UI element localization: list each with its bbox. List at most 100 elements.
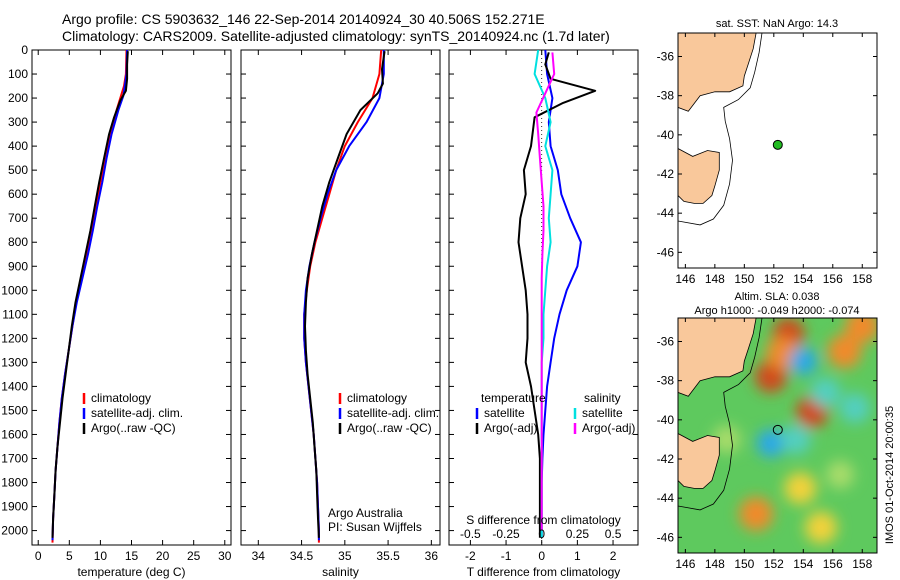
x-tick-label: 156 <box>823 557 843 571</box>
x-tick-label: 34 <box>252 549 266 563</box>
y-tick-label: 2000 <box>1 524 28 538</box>
x-tick-label: -2 <box>465 549 476 563</box>
legend-title-temperature: temperature <box>481 391 546 405</box>
y-tick-label: -44 <box>657 491 675 505</box>
map-title: sat. SST: NaN Argo: 14.3 <box>716 18 838 30</box>
y-tick-label: 1700 <box>1 451 28 465</box>
sla-anomaly <box>845 318 877 343</box>
y-tick-label: 600 <box>8 187 28 201</box>
x-axis-label: T difference from climatology <box>467 565 621 579</box>
series-line-argo_s <box>535 52 556 531</box>
x-tick-label: 150 <box>734 557 754 571</box>
float-marker <box>772 139 783 150</box>
legend-label: satellite-adj. clim. <box>347 406 439 420</box>
s-tick-label: -0.25 <box>492 527 520 541</box>
y-tick-label: 400 <box>8 139 28 153</box>
y-tick-label: 1300 <box>1 355 28 369</box>
s-tick-label: 0.5 <box>605 527 622 541</box>
legend-label: Argo(..raw -QC) <box>347 421 432 435</box>
y-tick-label: -46 <box>657 245 675 259</box>
x-tick-label: 158 <box>852 272 872 286</box>
y-tick-label: 200 <box>8 91 28 105</box>
x-tick-label: 152 <box>764 272 784 286</box>
series-line-argo <box>517 52 597 538</box>
legend-label: climatology <box>347 391 407 405</box>
x-tick-label: 35.5 <box>376 549 400 563</box>
x-tick-label: 5 <box>66 549 73 563</box>
plot-frame <box>448 49 639 546</box>
x-tick-label: 152 <box>764 557 784 571</box>
legend-label: Argo(-adj) <box>484 421 537 435</box>
x-tick-label: 0 <box>538 549 545 563</box>
y-tick-label: -40 <box>657 413 675 427</box>
y-tick-label: -36 <box>657 335 675 349</box>
x-tick-label: 15 <box>125 549 139 563</box>
x-tick-label: 154 <box>793 272 813 286</box>
sla-anomaly <box>827 334 862 369</box>
series-group <box>303 50 386 543</box>
y-tick-label: -36 <box>657 50 675 64</box>
s-tick-label: 0 <box>538 527 545 541</box>
y-tick-label: 0 <box>21 43 28 57</box>
y-tick-label: 1200 <box>1 331 28 345</box>
x-axis-label: salinity <box>322 565 359 579</box>
timestamp-text: IMOS 01-Oct-2014 20:00:35 <box>884 405 896 545</box>
profile-panel-temperature-profile: 0 5 10 15 20 25 300100200300400500600700800900… <box>1 43 231 579</box>
y-tick-label: -38 <box>657 89 675 103</box>
y-tick-label: 1500 <box>1 403 28 417</box>
y-tick-label: 300 <box>8 115 28 129</box>
x-tick-label: 20 <box>156 549 170 563</box>
sla-anomaly <box>826 460 855 489</box>
timestamp-note: IMOS 01-Oct-2014 20:00:35 <box>882 375 898 575</box>
series-line-argo <box>51 51 129 538</box>
x-tick-label: -1 <box>501 549 512 563</box>
legend-label: Argo(-adj) <box>582 421 635 435</box>
y-tick-label: 1100 <box>2 307 28 321</box>
x-tick-label: 148 <box>705 557 725 571</box>
annotation-line-2: PI: Susan Wijffels <box>328 520 422 534</box>
legend-label: satellite <box>484 406 525 420</box>
x-tick-label: 36 <box>425 549 439 563</box>
x-tick-label: 158 <box>852 557 872 571</box>
mainland-land <box>678 318 757 397</box>
y-tick-label: -42 <box>657 167 675 181</box>
legend-label: climatology <box>91 391 151 405</box>
sla-anomaly <box>780 424 811 455</box>
y-tick-label: 900 <box>8 259 28 273</box>
sla-anomaly <box>784 472 817 505</box>
series-line-argo <box>304 51 386 538</box>
s-tick-label: 0.25 <box>566 527 590 541</box>
y-tick-label: -44 <box>657 206 675 220</box>
y-tick-label: -46 <box>657 530 675 544</box>
map-panel-sla-map: 146 148 150 152 154 156 158 -36 -38 -40 -42 -44 -46 A… <box>657 291 878 571</box>
x-tick-label: 154 <box>793 557 813 571</box>
y-tick-label: 700 <box>8 211 28 225</box>
s-tick-label: -0.5 <box>460 527 481 541</box>
shelf-contour <box>678 33 763 226</box>
y-tick-label: -40 <box>657 128 675 142</box>
map-subtitle: Argo h1000: -0.049 h2000: -0.074 <box>694 305 859 317</box>
x-tick-label: 34.5 <box>290 549 314 563</box>
x-tick-label: 156 <box>823 272 843 286</box>
sla-anomaly <box>789 347 818 376</box>
tasmania-land <box>678 148 720 204</box>
profile-panel-difference-profile: -2 -1 0 1 2 T difference from climatology temp… <box>448 49 639 579</box>
x-tick-label: 10 <box>94 549 108 563</box>
legend-label: satellite <box>582 406 623 420</box>
map-frame <box>677 317 878 554</box>
x-tick-label: 30 <box>218 549 232 563</box>
x-tick-label: 148 <box>705 272 725 286</box>
y-tick-label: 1600 <box>1 427 28 441</box>
mainland-land <box>678 33 757 112</box>
sla-anomaly <box>756 429 785 458</box>
sla-anomaly <box>804 511 837 544</box>
y-tick-label: 500 <box>8 163 28 177</box>
tasmania-land <box>678 433 720 489</box>
y-tick-label: 1000 <box>1 283 28 297</box>
shelf-contour <box>678 318 763 511</box>
map-frame <box>677 32 878 269</box>
annotation-line-1: Argo Australia <box>328 506 403 520</box>
x-tick-label: 25 <box>187 549 201 563</box>
s-axis-label: S difference from climatology <box>466 513 621 527</box>
